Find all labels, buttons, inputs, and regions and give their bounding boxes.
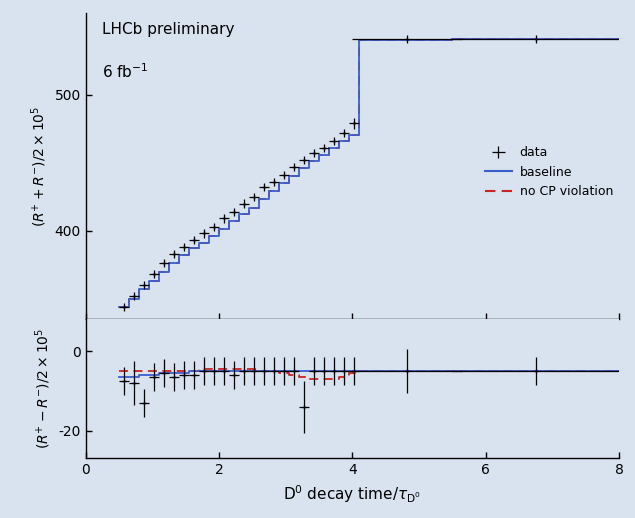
Legend: data, baseline, no CP violation: data, baseline, no CP violation (485, 147, 613, 198)
Text: LHCb preliminary: LHCb preliminary (102, 22, 234, 37)
Text: 6 fb$^{-1}$: 6 fb$^{-1}$ (102, 62, 148, 81)
X-axis label: D$^{0}$ decay time/$\tau_{\rm D^{0}}$: D$^{0}$ decay time/$\tau_{\rm D^{0}}$ (283, 483, 422, 505)
Y-axis label: $(R^{+}-R^{-})/2\times10^{5}$: $(R^{+}-R^{-})/2\times10^{5}$ (33, 328, 53, 450)
Y-axis label: $(R^{+}+R^{-})/2\times10^{5}$: $(R^{+}+R^{-})/2\times10^{5}$ (29, 106, 49, 227)
